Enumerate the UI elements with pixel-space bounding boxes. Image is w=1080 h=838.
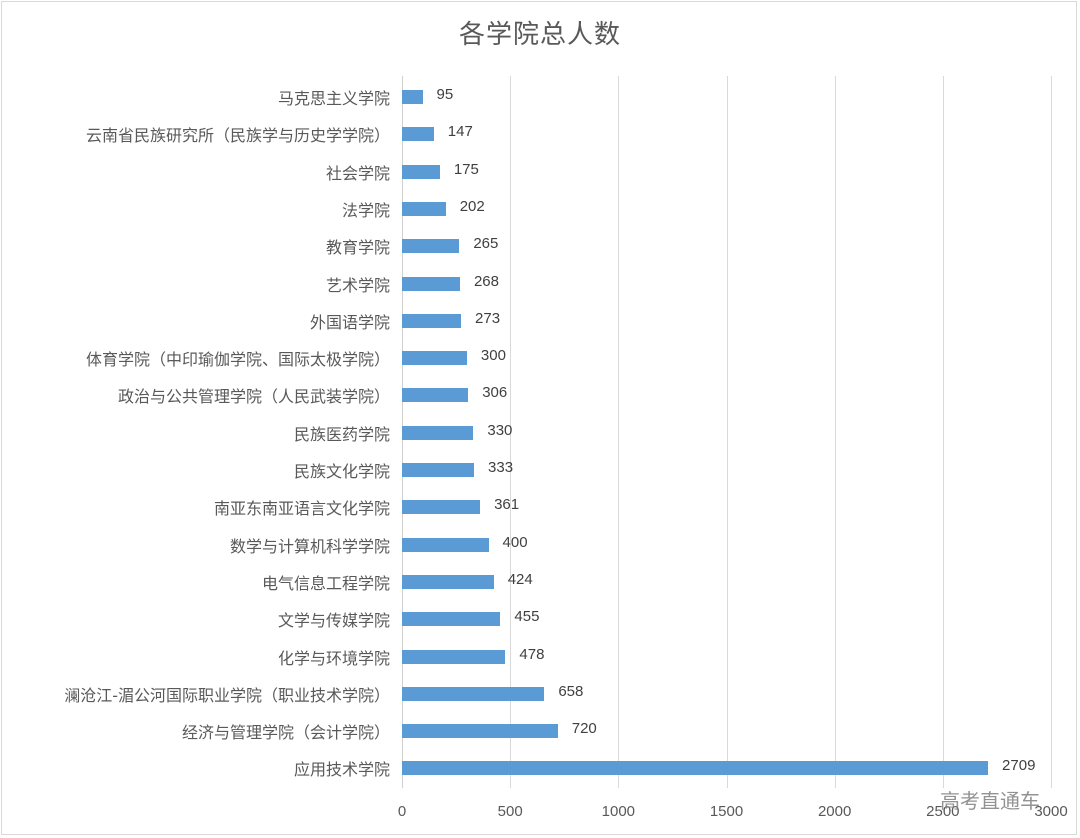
value-label: 658 — [558, 682, 584, 700]
bar-row: 澜沧江-湄公河国际职业学院（职业技术学院） 658 — [0, 682, 1080, 705]
category-label: 应用技术学院 — [293, 760, 390, 780]
bar-row: 民族文化学院 333 — [0, 459, 1080, 481]
category-label: 数学与计算机科学学院 — [229, 536, 390, 556]
value-label: 265 — [473, 235, 499, 253]
bar — [402, 649, 506, 664]
gridline — [618, 76, 620, 788]
value-label: 147 — [447, 123, 473, 141]
gridline — [510, 76, 512, 788]
bar-row: 应用技术学院 2709 — [0, 757, 1080, 780]
category-label: 南亚东南亚语言文化学院 — [213, 499, 390, 519]
bar — [402, 313, 462, 328]
category-label: 文学与传媒学院 — [277, 611, 390, 631]
bar-row: 马克思主义学院 95 — [0, 86, 1080, 108]
bar — [402, 724, 558, 739]
gridline — [834, 76, 836, 788]
bar — [402, 463, 475, 477]
category-label: 政治与公共管理学院（人民武装学院） — [117, 387, 390, 407]
bar-row: 社会学院 175 — [0, 160, 1080, 183]
value-label: 330 — [487, 421, 513, 439]
category-label: 教育学院 — [325, 238, 390, 258]
category-label: 艺术学院 — [325, 275, 390, 295]
value-label: 2709 — [1002, 757, 1036, 775]
bar — [402, 761, 989, 776]
bar — [402, 351, 467, 366]
value-label: 720 — [571, 720, 597, 738]
bar — [402, 90, 423, 104]
bar-row: 外国语学院 273 — [0, 309, 1080, 332]
bar-row: 教育学院 265 — [0, 235, 1080, 258]
value-label: 273 — [475, 309, 501, 327]
category-label: 经济与管理学院（会计学院） — [181, 723, 390, 743]
value-label: 333 — [488, 459, 514, 476]
value-label: 306 — [482, 384, 508, 402]
bar — [402, 239, 460, 254]
category-label: 化学与环境学院 — [277, 648, 390, 668]
bar-row: 艺术学院 268 — [0, 272, 1080, 295]
gridline — [726, 76, 728, 788]
bar — [402, 276, 460, 291]
gridline — [942, 76, 944, 788]
x-tick-label: 3000 — [1034, 803, 1068, 820]
category-label: 外国语学院 — [309, 312, 390, 332]
gridline — [1051, 76, 1052, 788]
value-label: 268 — [473, 272, 499, 290]
bar — [402, 686, 545, 701]
x-tick-label: 1500 — [709, 803, 744, 820]
watermark: 高考直通车 — [940, 789, 1040, 813]
value-label: 455 — [514, 608, 540, 626]
value-label: 400 — [502, 533, 528, 551]
chart-title: 各学院总人数 — [458, 20, 621, 50]
bar-row: 体育学院（中印瑜伽学院、国际太极学院） 300 — [0, 347, 1080, 370]
bar — [402, 164, 440, 179]
category-label: 民族医药学院 — [293, 424, 390, 444]
bar-row: 文学与传媒学院 455 — [0, 608, 1080, 631]
bar — [402, 612, 501, 627]
bar-row: 化学与环境学院 478 — [0, 645, 1080, 668]
bar — [402, 574, 494, 589]
bar — [402, 127, 434, 142]
x-tick-label: 2000 — [817, 803, 852, 820]
value-label: 478 — [519, 645, 545, 663]
bar-row: 政治与公共管理学院（人民武装学院） 306 — [0, 384, 1080, 407]
x-tick-label: 2500 — [926, 803, 960, 820]
value-label: 175 — [453, 160, 479, 178]
category-label: 民族文化学院 — [293, 462, 390, 481]
category-label: 电气信息工程学院 — [261, 573, 390, 593]
bar-row: 南亚东南亚语言文化学院 361 — [0, 496, 1080, 519]
value-label: 361 — [494, 496, 520, 514]
category-label: 澜沧江-湄公河国际职业学院（职业技术学院） — [64, 685, 390, 705]
bar — [402, 425, 474, 440]
value-label: 424 — [507, 570, 533, 588]
x-tick-label: 1000 — [601, 803, 636, 820]
bar — [402, 537, 489, 552]
bar-row: 法学院 202 — [0, 197, 1080, 220]
bar — [402, 388, 469, 403]
x-tick-label: 500 — [497, 803, 523, 820]
category-label: 社会学院 — [325, 163, 390, 183]
x-tick-label: 0 — [397, 803, 407, 820]
bar — [402, 201, 446, 216]
bar-row: 民族医药学院 330 — [0, 421, 1080, 444]
category-label: 体育学院（中印瑜伽学院、国际太极学院） — [85, 350, 390, 370]
value-label: 202 — [459, 197, 485, 215]
value-label: 300 — [480, 347, 506, 365]
bar-row: 数学与计算机科学学院 400 — [0, 533, 1080, 556]
category-label: 马克思主义学院 — [277, 89, 390, 108]
bar-row: 经济与管理学院（会计学院） 720 — [0, 720, 1080, 743]
value-label: 95 — [436, 86, 454, 103]
category-label: 法学院 — [341, 200, 390, 220]
bar-row: 电气信息工程学院 424 — [0, 570, 1080, 593]
bar — [402, 500, 481, 515]
category-label: 云南省民族研究所（民族学与历史学学院） — [85, 126, 390, 146]
bar-row: 云南省民族研究所（民族学与历史学学院） 147 — [0, 123, 1080, 146]
